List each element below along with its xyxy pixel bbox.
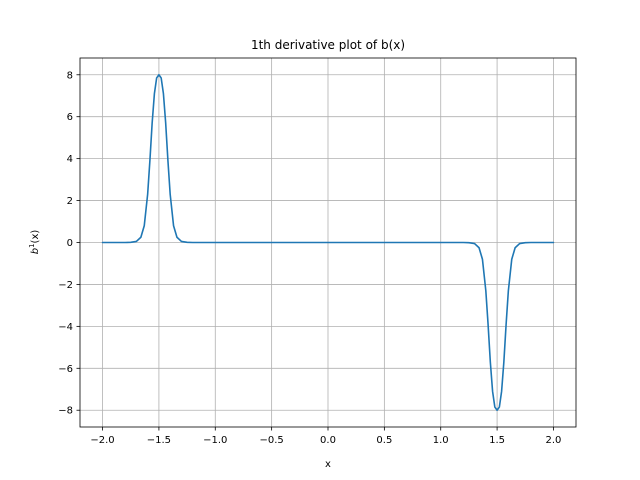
x-tick-label: −1.5 <box>147 435 171 446</box>
chart-title: 1th derivative plot of b(x) <box>251 38 405 52</box>
x-tick-label: −2.0 <box>90 435 114 446</box>
y-tick-label: 2 <box>67 196 73 207</box>
y-tick-label: 6 <box>67 112 73 123</box>
y-tick-label: 0 <box>67 238 73 249</box>
y-tick-label: −2 <box>58 280 73 291</box>
y-tick-label: −4 <box>58 322 73 333</box>
series-line <box>101 73 555 412</box>
y-tick-label: −8 <box>58 406 73 417</box>
y-tick-label: 4 <box>67 154 73 165</box>
y-ticks: −8 −6 −4 −2 0 2 4 6 8 <box>58 70 80 417</box>
x-tick-label: 0.5 <box>376 435 392 446</box>
x-tick-label: 1.5 <box>489 435 505 446</box>
plot-lines <box>101 73 555 412</box>
y-axis-label-rest: (x) <box>30 230 41 244</box>
y-axis-label-base: b <box>30 248 41 254</box>
y-tick-label: 8 <box>67 70 73 81</box>
x-tick-label: 1.0 <box>433 435 449 446</box>
y-axis-label-sup: 1 <box>28 243 36 247</box>
x-tick-label: 0.0 <box>320 435 336 446</box>
y-tick-label: −6 <box>58 364 73 375</box>
y-axis-label: b1(x) <box>28 230 41 255</box>
x-axis-label: x <box>325 459 331 470</box>
x-tick-label: −1.0 <box>203 435 227 446</box>
x-ticks: −2.0 −1.5 −1.0 −0.5 0.0 0.5 1.0 1.5 2.0 <box>90 427 561 446</box>
x-tick-label: 2.0 <box>546 435 562 446</box>
x-tick-label: −0.5 <box>259 435 283 446</box>
